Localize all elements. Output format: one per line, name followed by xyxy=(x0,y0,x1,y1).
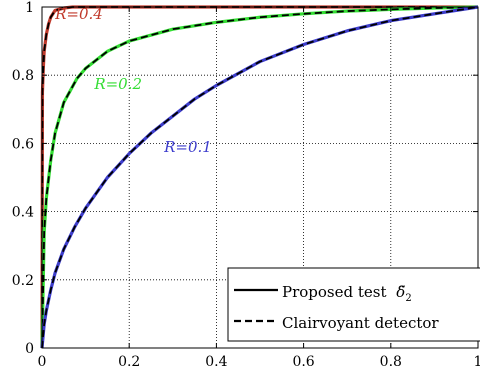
legend-label-clairvoyant-detector: Clairvoyant detector xyxy=(282,314,439,332)
x-tick-label: 0.4 xyxy=(205,354,227,370)
x-tick-label: 0 xyxy=(38,354,47,370)
y-tick-label: 0.2 xyxy=(12,273,34,289)
y-tick-label: 0.4 xyxy=(12,205,34,221)
y-tick-label: 1 xyxy=(25,0,34,16)
annotation-label: R=0.2 xyxy=(93,75,142,93)
y-tick-label: 0 xyxy=(25,341,34,357)
legend: Proposed test δ̃2 Clairvoyant detector xyxy=(228,268,480,341)
legend-proposed-text: Proposed test xyxy=(282,283,387,301)
legend-delta-symbol: δ̃ xyxy=(396,283,405,301)
y-tick-label: 0.8 xyxy=(12,68,34,84)
annotation-label: R=0.4 xyxy=(54,5,103,23)
y-tick-label: 0.6 xyxy=(12,136,34,152)
x-tick-label: 0.2 xyxy=(118,354,140,370)
x-tick-label: 0.8 xyxy=(380,354,402,370)
annotation-label: R=0.1 xyxy=(163,138,212,156)
x-tick-label: 0.6 xyxy=(292,354,314,370)
x-tick-label: 1 xyxy=(474,354,480,370)
legend-delta-subscript: 2 xyxy=(405,293,411,304)
